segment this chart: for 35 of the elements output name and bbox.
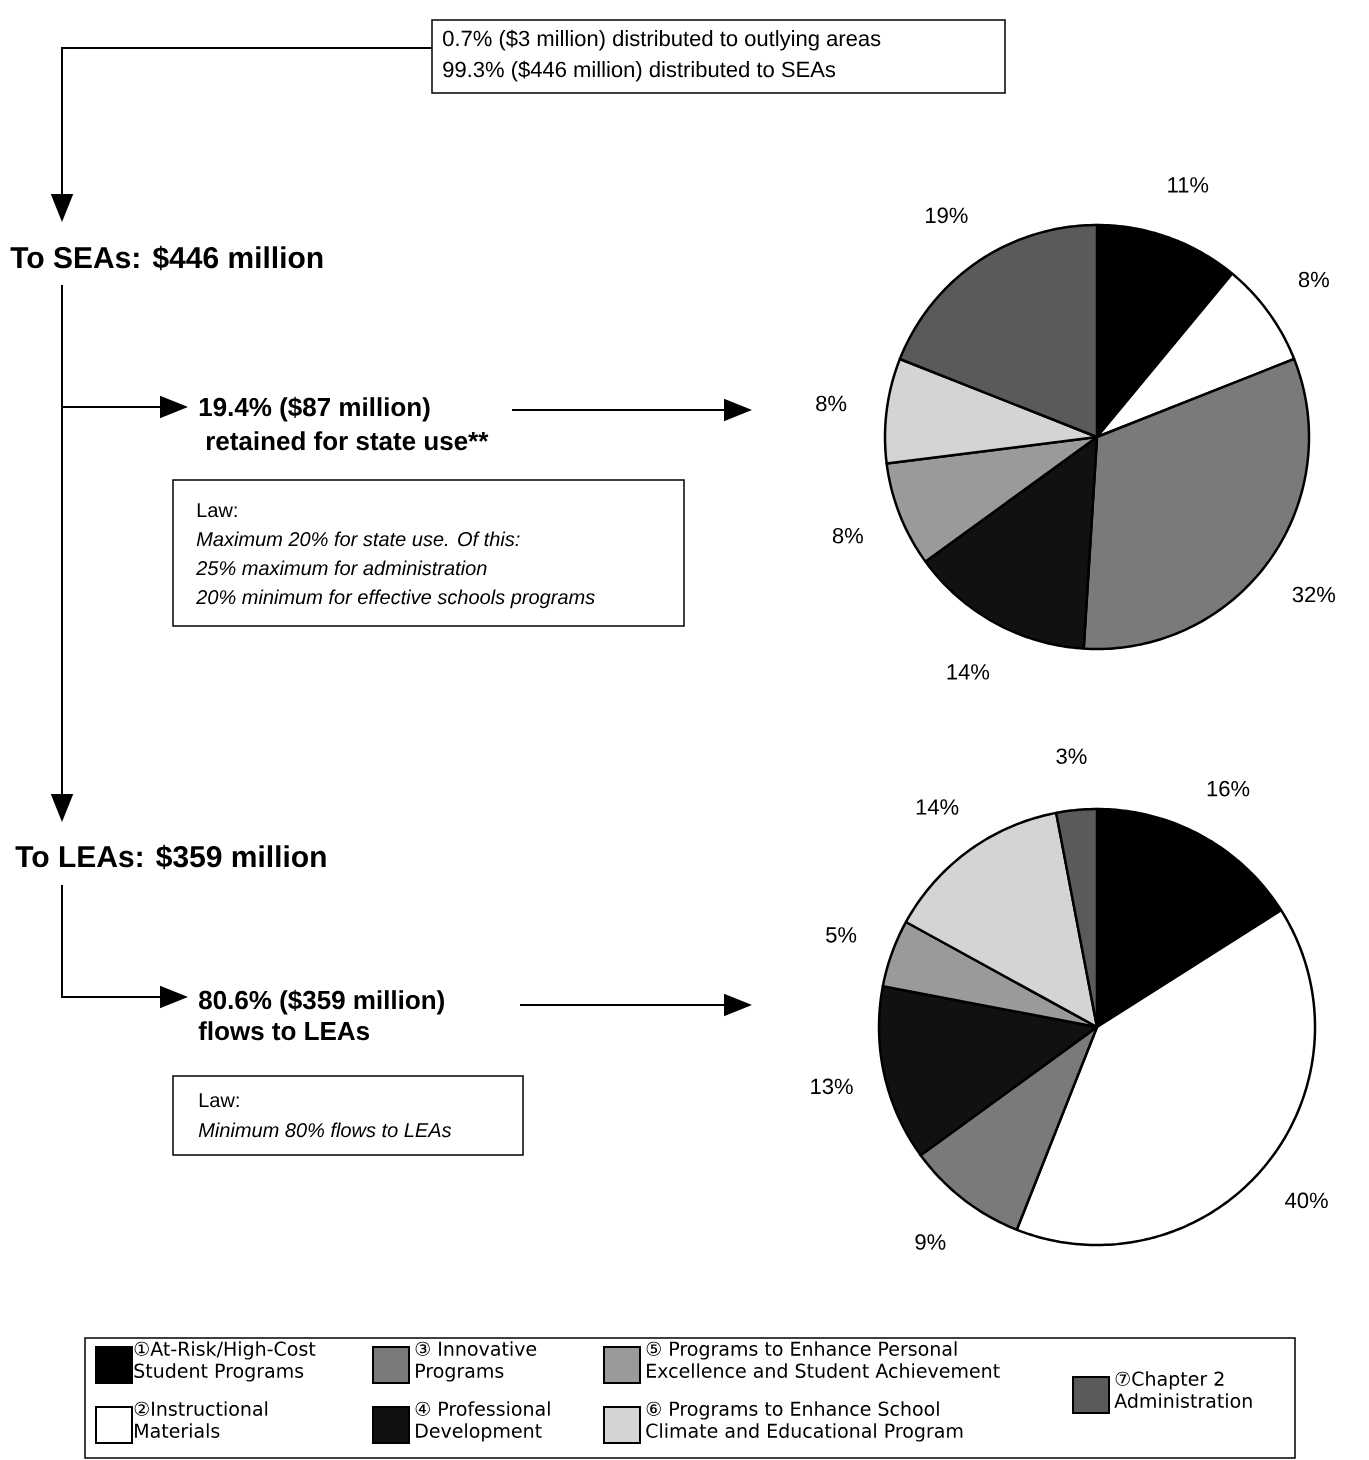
text: retained for state use** — [206, 431, 489, 451]
data-label: 3% — [1056, 748, 1087, 765]
legend-label: ③ Innovative Programs — [415, 1341, 537, 1382]
legend-label: ⑤ Programs to Enhance Personal Excellence and Student Achievement — [646, 1341, 1000, 1378]
data-label: 14% — [947, 664, 990, 680]
text: Minimum 80% flows to LEAs — [198, 1122, 452, 1138]
legend-label: ⑥ Programs to Enhance School Climate and Educational Program — [646, 1401, 963, 1442]
legend-label: ④ Professional Development — [415, 1401, 550, 1442]
text: 99.3% ($446 million) distributed to SEAs — [443, 60, 836, 82]
legend-label: ②Instructional Materials — [134, 1401, 268, 1438]
data-label: 40% — [1285, 1192, 1328, 1209]
text: 0.7% ($3 million) distributed to outlying areas — [443, 29, 881, 51]
text: Maximum 20% for state use. Of this: — [196, 531, 520, 547]
data-label: 13% — [811, 1078, 853, 1095]
text: Law: — [197, 503, 237, 518]
text: To LEAs: $359 million — [15, 844, 326, 870]
data-label: 11% — [1168, 177, 1209, 193]
data-label: 8% — [816, 395, 847, 412]
data-label: 32% — [1292, 586, 1336, 603]
text: 25% maximum for administration — [196, 560, 487, 576]
data-label: 16% — [1207, 780, 1250, 797]
legend-label: ⑦Chapter 2 Administration — [1114, 1371, 1252, 1408]
data-label: 5% — [826, 927, 857, 943]
text: 80.6% ($359 million) — [199, 989, 444, 1015]
data-label: 19% — [926, 207, 968, 224]
data-label: 8% — [832, 527, 863, 544]
text: 19.4% ($87 million) — [199, 396, 430, 422]
data-label: 9% — [915, 1234, 946, 1250]
text: 20% minimum for effective schools programs — [196, 589, 595, 609]
data-label: 14% — [916, 799, 959, 815]
data-label: 8% — [1298, 271, 1329, 288]
text: Law: — [199, 1093, 239, 1108]
text: To SEAs: $446 million — [10, 245, 323, 271]
legend-label: ①At-Risk/High-Cost Student Programs — [134, 1341, 316, 1382]
text: flows to LEAs — [198, 1021, 370, 1041]
